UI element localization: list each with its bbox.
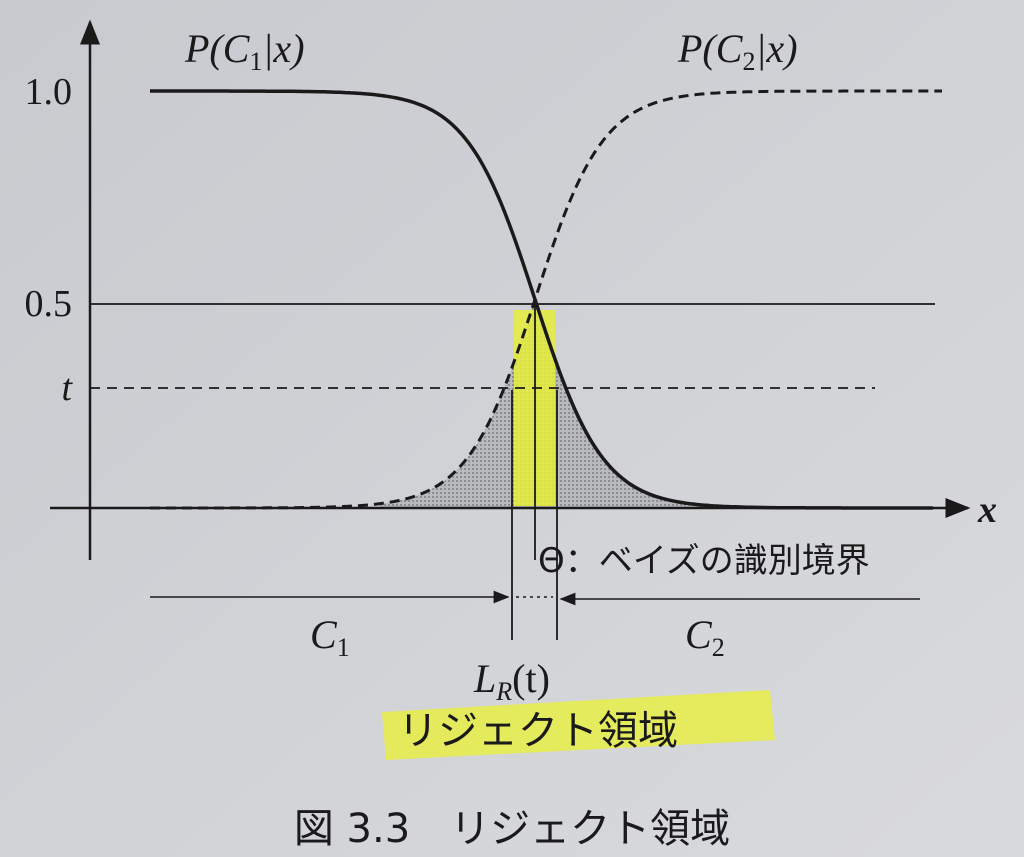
c2-curve-label: P(C2|x)	[677, 26, 798, 76]
y-label-high: 1.0	[25, 71, 73, 113]
boundary-label: Θ：ベイズの識別境界	[538, 541, 870, 581]
reject-region-label: LR(t)	[473, 656, 550, 706]
c1-curve-label: P(C1|x)	[184, 26, 305, 76]
reject-region-name: リジェクト領域	[398, 708, 678, 754]
y-label-t: t	[61, 367, 73, 409]
c1-region-label: C1	[310, 612, 350, 662]
caption: 図 3.3 リジェクト領域	[294, 806, 730, 852]
x-label: x	[977, 489, 997, 531]
c2-region-label: C2	[685, 612, 725, 662]
y-label-mid: 0.5	[25, 283, 73, 325]
highlight	[382, 690, 775, 760]
